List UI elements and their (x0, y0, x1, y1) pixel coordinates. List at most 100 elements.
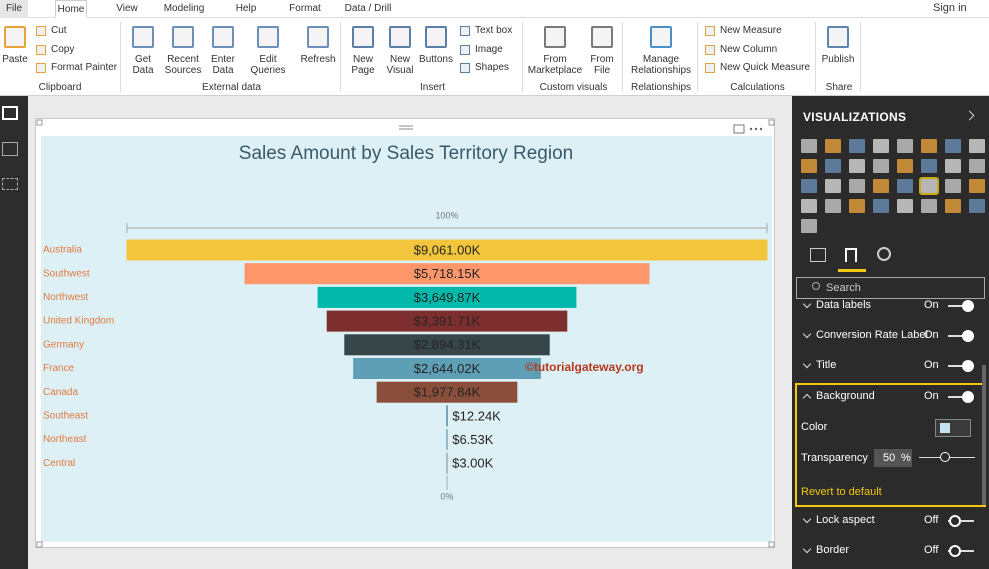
ribbon-tab[interactable]: View (116, 3, 138, 14)
button-icon[interactable] (827, 26, 849, 48)
button-icon[interactable] (352, 26, 374, 48)
visual-type-icon[interactable] (921, 159, 937, 173)
visual-type-icon[interactable] (801, 139, 817, 153)
visual-type-icon[interactable] (825, 159, 841, 173)
visual-type-icon[interactable] (849, 139, 865, 153)
ribbon-small-button[interactable]: Cut (51, 25, 67, 36)
visual-type-icon[interactable] (921, 139, 937, 153)
visual-type-icon[interactable] (873, 159, 889, 173)
visual-type-icon[interactable] (801, 159, 817, 173)
visual-type-icon[interactable] (825, 139, 841, 153)
ribbon-button[interactable]: Paste (2, 54, 28, 65)
ribbon-button[interactable]: Manage Relationships (630, 54, 692, 76)
ribbon-button[interactable]: Recent Sources (164, 54, 202, 76)
slider-knob[interactable] (940, 452, 950, 462)
visual-type-icon[interactable] (897, 199, 913, 213)
visual-type-icon[interactable] (969, 139, 985, 153)
ribbon-tab[interactable]: Help (235, 3, 257, 14)
visual-type-icon[interactable] (945, 139, 961, 153)
button-icon[interactable] (4, 26, 26, 48)
visual-type-icon[interactable] (945, 179, 961, 193)
button-icon[interactable] (544, 26, 566, 48)
toggle-track[interactable] (948, 335, 974, 337)
button-icon[interactable] (172, 26, 194, 48)
ribbon-tab[interactable]: Format (289, 3, 321, 14)
ribbon-small-button[interactable]: New Quick Measure (720, 62, 811, 73)
ribbon-button[interactable]: New Visual (386, 54, 414, 76)
toggle-track[interactable] (948, 550, 974, 552)
visual-type-icon[interactable] (919, 177, 939, 195)
pane-tab-analytics[interactable] (877, 247, 891, 261)
ribbon-small-button[interactable]: Shapes (475, 62, 509, 73)
model-icon[interactable] (2, 178, 18, 190)
ribbon-button[interactable]: Enter Data (211, 54, 235, 76)
search-box[interactable] (796, 277, 985, 299)
funnel-visual[interactable]: Sales Amount by Sales Territory Region 10… (35, 118, 775, 548)
visual-type-icon[interactable] (873, 199, 889, 213)
ribbon-button[interactable]: Buttons (419, 54, 453, 65)
pane-tab-format[interactable] (838, 244, 866, 272)
ribbon-button[interactable]: Publish (821, 54, 855, 65)
visual-type-icon[interactable] (969, 199, 985, 213)
ribbon-small-button[interactable]: New Measure (720, 25, 782, 36)
toggle-knob[interactable] (949, 545, 961, 557)
visual-type-icon[interactable] (897, 139, 913, 153)
ribbon-small-button[interactable]: New Column (720, 43, 778, 55)
button-icon[interactable] (650, 26, 672, 48)
visual-type-icon[interactable] (897, 179, 913, 193)
toggle-track[interactable] (948, 520, 974, 522)
visual-type-icon[interactable] (849, 199, 865, 213)
data-icon[interactable] (2, 142, 18, 156)
ribbon-button[interactable]: New Page (351, 54, 375, 76)
sign-in[interactable]: Sign in (933, 2, 967, 14)
section-name[interactable]: Background (816, 390, 875, 402)
ribbon-tab[interactable]: Home (55, 0, 87, 18)
ribbon-tab[interactable]: Modeling (163, 3, 205, 14)
visual-type-icon[interactable] (969, 159, 985, 173)
section-name[interactable]: Title (816, 359, 837, 371)
ribbon-button[interactable]: Edit Queries (250, 54, 286, 76)
ribbon-button[interactable]: From File (590, 54, 614, 76)
ribbon-button[interactable]: Get Data (132, 54, 154, 76)
button-icon[interactable] (257, 26, 279, 48)
toggle-knob[interactable] (962, 330, 974, 342)
ribbon-small-button[interactable]: Text box (475, 25, 513, 36)
pane-tab-format-icon[interactable] (845, 248, 857, 262)
section-name[interactable]: Data labels (816, 299, 872, 311)
ribbon-button[interactable]: From Marketplace (527, 54, 583, 76)
ribbon-tab[interactable]: File (0, 0, 28, 18)
ribbon-small-button[interactable]: Copy (51, 43, 75, 55)
transparency-input[interactable] (874, 449, 912, 467)
visual-type-icon[interactable] (873, 179, 889, 193)
toggle-track[interactable] (948, 305, 974, 307)
toggle-knob[interactable] (962, 391, 974, 403)
visual-type-icon[interactable] (945, 159, 961, 173)
button-icon[interactable] (307, 26, 329, 48)
button-icon[interactable] (425, 26, 447, 48)
section-name[interactable]: Lock aspect (816, 514, 875, 526)
visual-type-icon[interactable] (801, 219, 817, 233)
button-icon[interactable] (212, 26, 234, 48)
button-icon[interactable] (132, 26, 154, 48)
ribbon-small-button[interactable]: Format Painter (51, 62, 118, 73)
visual-type-icon[interactable] (825, 199, 841, 213)
toggle-knob[interactable] (962, 360, 974, 372)
ribbon-tab[interactable]: Data / Drill (344, 3, 392, 14)
visual-type-icon[interactable] (969, 179, 985, 193)
button-icon[interactable] (389, 26, 411, 48)
visual-type-icon[interactable] (897, 159, 913, 173)
ribbon-button[interactable]: Refresh (300, 54, 336, 65)
section-name[interactable]: Conversion Rate Label (816, 329, 928, 341)
pane-tab-fields[interactable] (810, 248, 826, 262)
toggle-track[interactable] (948, 365, 974, 367)
visual-type-icon[interactable] (825, 179, 841, 193)
toggle-knob[interactable] (962, 300, 974, 312)
visual-type-icon[interactable] (873, 139, 889, 153)
report-icon[interactable] (2, 106, 18, 120)
section-name[interactable]: Border (816, 544, 850, 556)
visual-type-icon[interactable] (945, 199, 961, 213)
revert-link[interactable]: Revert to default (801, 486, 882, 498)
toggle-knob[interactable] (949, 515, 961, 527)
visual-type-icon[interactable] (801, 179, 817, 193)
visual-type-icon[interactable] (921, 199, 937, 213)
